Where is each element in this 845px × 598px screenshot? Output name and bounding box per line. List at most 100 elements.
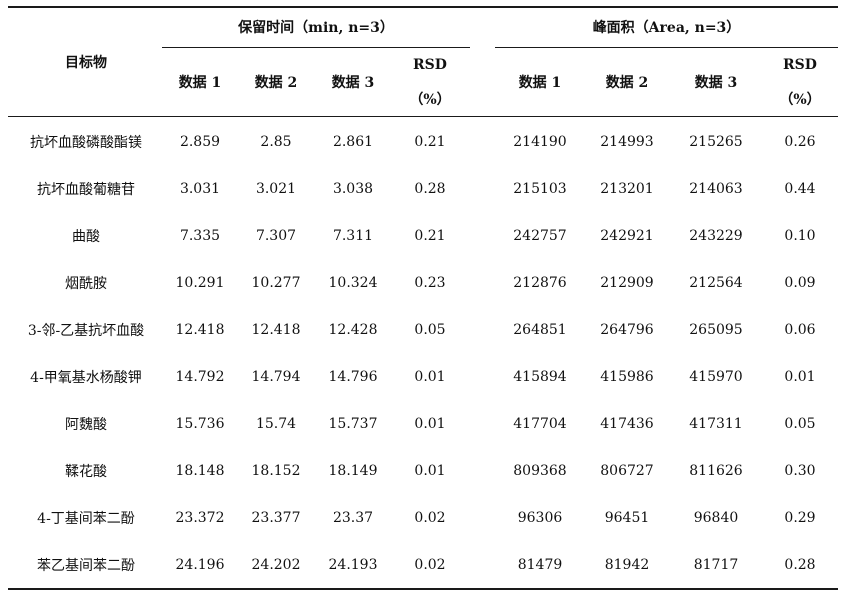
value-cell: 0.01	[414, 369, 446, 386]
value-cell: 0.29	[784, 510, 816, 527]
group-rule-retention	[162, 47, 470, 48]
value-cell: 12.418	[251, 321, 301, 338]
value-cell: 243229	[689, 227, 743, 244]
value-cell: 264796	[600, 321, 654, 338]
value-cell: 15.736	[175, 416, 225, 433]
value-cell: 212564	[689, 274, 743, 291]
value-cell: 96840	[693, 510, 739, 527]
value-cell: 81717	[693, 557, 739, 574]
value-cell: 0.02	[414, 557, 446, 574]
value-cell: 2.859	[179, 133, 221, 150]
value-cell: 15.737	[328, 416, 378, 433]
group-rule-area	[495, 47, 838, 48]
subheader-area-data-1: 数据 1	[518, 75, 562, 91]
top-rule	[8, 6, 838, 8]
value-cell: 215103	[513, 180, 567, 197]
value-cell: 214190	[513, 133, 567, 150]
value-cell: 242921	[600, 227, 654, 244]
value-cell: 264851	[513, 321, 567, 338]
value-cell: 415894	[513, 369, 567, 386]
value-cell: 0.26	[784, 133, 816, 150]
value-cell: 3.031	[179, 180, 221, 197]
value-cell: 0.06	[784, 321, 816, 338]
value-cell: 214063	[689, 180, 743, 197]
compound-name-cell: 烟酰胺	[65, 275, 107, 292]
value-cell: 7.307	[255, 227, 297, 244]
value-cell: 242757	[513, 227, 567, 244]
value-cell: 0.10	[784, 227, 816, 244]
value-cell: 811626	[689, 463, 743, 480]
value-cell: 3.038	[332, 180, 374, 197]
value-cell: 24.202	[251, 557, 301, 574]
compound-name-cell: 阿魏酸	[65, 417, 107, 434]
value-cell: 12.418	[175, 321, 225, 338]
value-cell: 12.428	[328, 321, 378, 338]
value-cell: 15.74	[255, 416, 297, 433]
value-cell: 215265	[689, 133, 743, 150]
value-cell: 14.792	[175, 369, 225, 386]
value-cell: 3.021	[255, 180, 297, 197]
value-cell: 0.05	[414, 321, 446, 338]
value-cell: 0.05	[784, 416, 816, 433]
subheader-retention-rsd: RSD	[413, 57, 447, 73]
value-cell: 0.28	[784, 557, 816, 574]
header-group-peak-area: 峰面积（Area, n=3）	[592, 20, 741, 36]
subheader-area-rsd-unit: （%）	[779, 92, 821, 108]
value-cell: 2.85	[260, 133, 292, 150]
compound-name-cell: 曲酸	[72, 228, 100, 245]
value-cell: 18.148	[175, 463, 225, 480]
subheader-retention-data-2: 数据 2	[254, 75, 298, 91]
value-cell: 417311	[689, 416, 743, 433]
value-cell: 0.21	[414, 227, 446, 244]
value-cell: 0.09	[784, 274, 816, 291]
value-cell: 7.311	[332, 227, 374, 244]
value-cell: 417704	[513, 416, 567, 433]
value-cell: 806727	[600, 463, 654, 480]
value-cell: 213201	[600, 180, 654, 197]
value-cell: 96306	[517, 510, 563, 527]
header-group-retention-time: 保留时间（min, n=3）	[238, 20, 394, 36]
value-cell: 24.193	[328, 557, 378, 574]
subheader-retention-rsd-unit: （%）	[409, 92, 451, 108]
value-cell: 265095	[689, 321, 743, 338]
subheader-retention-data-3: 数据 3	[331, 75, 375, 91]
value-cell: 417436	[600, 416, 654, 433]
value-cell: 0.44	[784, 180, 816, 197]
subheader-area-data-2: 数据 2	[605, 75, 649, 91]
header-bottom-rule	[8, 116, 838, 117]
value-cell: 0.01	[784, 369, 816, 386]
value-cell: 14.796	[328, 369, 378, 386]
value-cell: 214993	[600, 133, 654, 150]
value-cell: 81942	[604, 557, 650, 574]
compound-name-cell: 4-甲氧基水杨酸钾	[30, 370, 142, 387]
subheader-retention-data-1: 数据 1	[178, 75, 222, 91]
value-cell: 24.196	[175, 557, 225, 574]
header-compound: 目标物	[65, 55, 107, 71]
value-cell: 0.02	[414, 510, 446, 527]
value-cell: 809368	[513, 463, 567, 480]
compound-name-cell: 3-邻-乙基抗坏血酸	[27, 322, 145, 339]
value-cell: 10.277	[251, 274, 301, 291]
compound-name-cell: 鞣花酸	[65, 464, 107, 481]
bottom-rule	[8, 588, 838, 590]
value-cell: 10.324	[328, 274, 378, 291]
compound-name-cell: 苯乙基间苯二酚	[37, 558, 135, 575]
value-cell: 0.23	[414, 274, 446, 291]
value-cell: 0.01	[414, 463, 446, 480]
value-cell: 18.149	[328, 463, 378, 480]
value-cell: 7.335	[179, 227, 221, 244]
value-cell: 23.372	[175, 510, 225, 527]
value-cell: 212876	[513, 274, 567, 291]
value-cell: 0.30	[784, 463, 816, 480]
compound-name-cell: 4-丁基间苯二酚	[37, 511, 135, 528]
value-cell: 415970	[689, 369, 743, 386]
value-cell: 212909	[600, 274, 654, 291]
value-cell: 10.291	[175, 274, 225, 291]
compound-name-cell: 抗坏血酸磷酸酯镁	[30, 134, 142, 151]
value-cell: 23.377	[251, 510, 301, 527]
compound-name-cell: 抗坏血酸葡糖苷	[37, 181, 135, 198]
value-cell: 0.01	[414, 416, 446, 433]
subheader-area-rsd: RSD	[783, 57, 817, 73]
subheader-area-data-3: 数据 3	[694, 75, 738, 91]
